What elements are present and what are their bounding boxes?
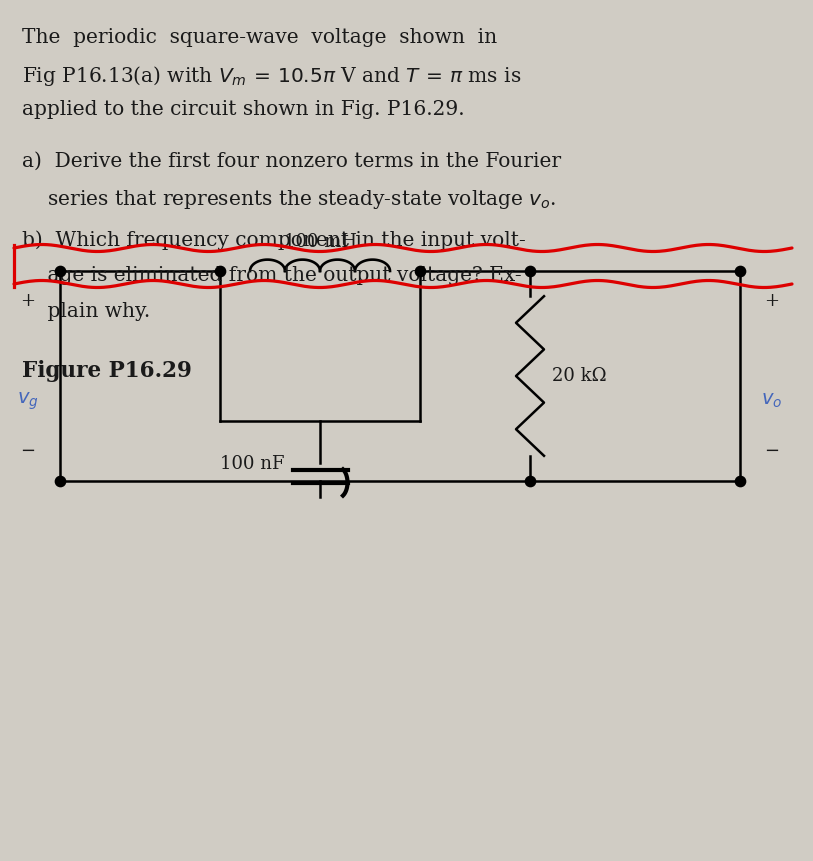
Point — [54, 474, 67, 488]
Text: +: + — [20, 292, 36, 310]
Text: Figure P16.29: Figure P16.29 — [22, 360, 192, 382]
Text: b)  Which frequency component in the input volt-: b) Which frequency component in the inpu… — [22, 230, 526, 250]
Text: Fig P16.13(a) with $V_m\,=\,10.5\pi$ V and $T\,=\,\pi$ ms is: Fig P16.13(a) with $V_m\,=\,10.5\pi$ V a… — [22, 64, 521, 88]
Point — [733, 264, 746, 278]
Text: $v_o$: $v_o$ — [761, 392, 783, 410]
Text: 100 nF: 100 nF — [220, 455, 285, 473]
Text: series that represents the steady-state voltage $v_o$.: series that represents the steady-state … — [22, 188, 556, 211]
Point — [733, 474, 746, 488]
Text: applied to the circuit shown in Fig. P16.29.: applied to the circuit shown in Fig. P16… — [22, 100, 464, 119]
Text: $v_g$: $v_g$ — [17, 390, 39, 412]
Text: 100 mH: 100 mH — [284, 233, 356, 251]
Text: 20 kΩ: 20 kΩ — [552, 367, 606, 385]
Text: a)  Derive the first four nonzero terms in the Fourier: a) Derive the first four nonzero terms i… — [22, 152, 561, 171]
Text: +: + — [764, 292, 780, 310]
Point — [54, 264, 67, 278]
Text: plain why.: plain why. — [22, 302, 150, 321]
Point — [414, 264, 427, 278]
Text: −: − — [20, 442, 36, 460]
Text: −: − — [764, 442, 780, 460]
Point — [214, 264, 227, 278]
Point — [524, 264, 537, 278]
Text: age is eliminated from the output voltage? Ex-: age is eliminated from the output voltag… — [22, 266, 522, 285]
Point — [524, 474, 537, 488]
Text: The  periodic  square-wave  voltage  shown  in: The periodic square-wave voltage shown i… — [22, 28, 497, 47]
